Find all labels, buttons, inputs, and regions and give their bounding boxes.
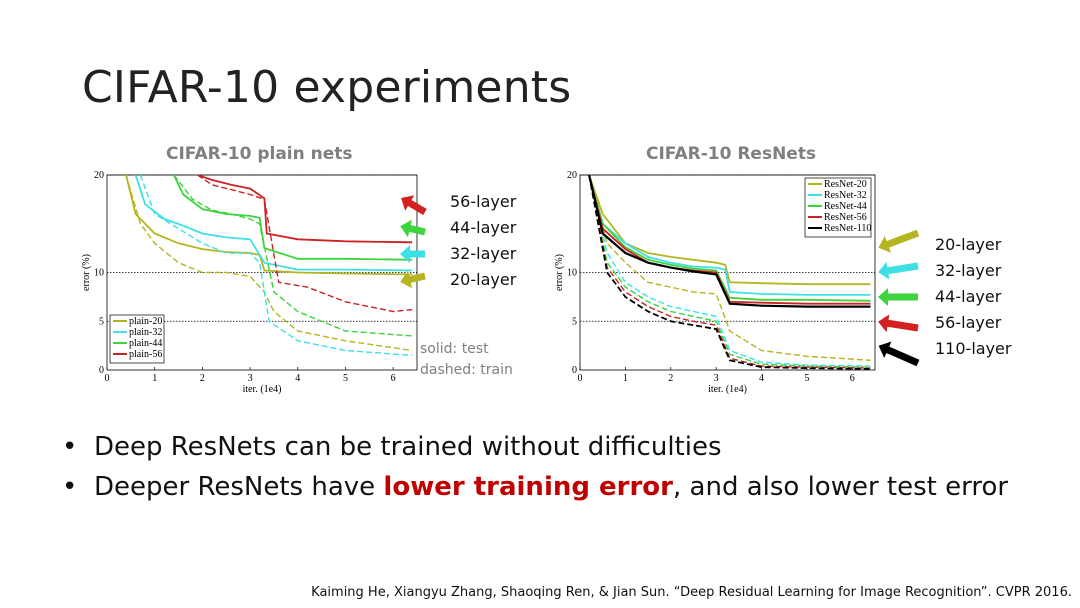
annotation-arrow-head — [878, 235, 892, 253]
bullet-dot-icon: • — [62, 432, 78, 462]
annotation-arrow-shaft — [407, 224, 426, 236]
chart-plain-nets: 0 1 2 3 4 5 6 0 5 10 20 iter. (1e4) error (%) plain-2… — [81, 170, 517, 395]
x-tick-label: 3 — [714, 373, 719, 384]
annotation-label: 20-layer — [450, 270, 517, 289]
bullet-list: • Deep ResNets can be trained without dif… — [62, 432, 1008, 512]
bullet-text-1: Deep ResNets can be trained without diff… — [94, 432, 722, 462]
series-line-test-plain-56 — [197, 175, 413, 244]
annotation-arrow-shaft — [406, 198, 427, 216]
x-axis-label: iter. (1e4) — [243, 384, 282, 395]
y-axis-label: error (%) — [81, 254, 92, 291]
series-line-test-ResNet-32 — [588, 175, 871, 296]
series-line-train-ResNet-32 — [588, 175, 871, 367]
x-tick-label: 5 — [343, 373, 348, 384]
series-line-train-ResNet-56 — [588, 175, 871, 369]
legend-label: ResNet-32 — [824, 190, 867, 201]
legend-label: plain-20 — [129, 316, 162, 327]
y-tick-label: 20 — [567, 170, 577, 181]
series-line-test-plain-32 — [134, 175, 413, 272]
series-group — [588, 175, 871, 370]
x-tick-label: 1 — [623, 373, 628, 384]
x-tick-label: 2 — [200, 373, 205, 384]
legend-label: plain-56 — [129, 349, 162, 360]
y-tick-label: 20 — [94, 170, 104, 181]
annotation-arrow-shaft — [885, 262, 919, 275]
series-line-train-ResNet-20 — [588, 175, 871, 361]
y-tick-label: 10 — [94, 268, 104, 279]
x-tick-label: 5 — [804, 373, 809, 384]
y-tick-label: 0 — [572, 365, 577, 376]
x-tick-label: 6 — [391, 373, 396, 384]
bullet-item-1: • Deep ResNets can be trained without dif… — [62, 432, 1008, 472]
bullet-text-2b: , and also lower test error — [673, 472, 1009, 502]
legend-label: ResNet-44 — [824, 201, 867, 212]
legend-label: ResNet-56 — [824, 212, 867, 223]
annotation-label: 44-layer — [450, 218, 517, 237]
x-tick-label: 4 — [759, 373, 764, 384]
series-line-test-ResNet-20 — [588, 175, 871, 286]
annotation-arrow-shaft — [884, 229, 920, 249]
series-line-train-ResNet-44 — [588, 175, 871, 368]
x-axis-label: iter. (1e4) — [708, 384, 747, 395]
slide-title: CIFAR-10 experiments — [82, 62, 572, 113]
x-tick-label: 2 — [668, 373, 673, 384]
y-tick-label: 0 — [99, 365, 104, 376]
note-dashed-train: dashed: train — [420, 362, 513, 378]
annotation-arrow-head — [400, 219, 413, 238]
x-tick-label: 3 — [248, 373, 253, 384]
note-solid-test: solid: test — [420, 341, 489, 357]
bullet-dot-icon: • — [62, 472, 78, 502]
annotation-label: 56-layer — [935, 313, 1002, 332]
citation: Kaiming He, Xiangyu Zhang, Shaoqing Ren,… — [311, 585, 1072, 600]
annotation-arrow-shaft — [884, 345, 920, 367]
annotation-arrow-shaft — [885, 319, 919, 332]
legend-label: ResNet-110 — [824, 223, 871, 234]
chart-resnets: 0 1 2 3 4 5 6 0 5 10 20 iter. (1e4) error (%) ResNet-… — [554, 170, 1012, 395]
annotation-label: 20-layer — [935, 235, 1002, 254]
y-tick-label: 5 — [572, 316, 577, 327]
chart-title-resnet: CIFAR-10 ResNets — [646, 144, 817, 164]
annotation-arrow-head — [878, 341, 892, 359]
annotation-arrow-head — [878, 261, 890, 280]
y-axis-label: error (%) — [554, 254, 565, 291]
bullet-text-2a: Deeper ResNets have — [94, 472, 384, 502]
x-tick-label: 0 — [105, 373, 110, 384]
series-group — [125, 175, 413, 357]
series-line-train-plain-20 — [125, 175, 413, 352]
annotation-label: 110-layer — [935, 339, 1012, 358]
series-line-test-ResNet-110 — [588, 175, 871, 308]
series-line-train-ResNet-110 — [588, 175, 871, 370]
series-line-train-plain-44 — [173, 175, 413, 337]
legend-label: ResNet-20 — [824, 179, 867, 190]
x-tick-label: 6 — [850, 373, 855, 384]
chart-title-plain: CIFAR-10 plain nets — [166, 144, 353, 164]
annotation-label: 32-layer — [935, 261, 1002, 280]
annotation-arrow-head — [878, 288, 888, 306]
annotation-label: 44-layer — [935, 287, 1002, 306]
x-tick-label: 0 — [578, 373, 583, 384]
annotation-arrow-head — [401, 195, 415, 211]
annotation-label: 32-layer — [450, 244, 517, 263]
y-tick-label: 5 — [99, 316, 104, 327]
annotation-arrow-head — [878, 314, 890, 333]
legend-label: plain-44 — [129, 338, 162, 349]
bullet-highlight: lower training error — [383, 472, 673, 502]
series-line-test-plain-44 — [172, 175, 413, 261]
x-tick-label: 4 — [295, 373, 300, 384]
annotation-arrow-shaft — [407, 272, 426, 284]
annotation-arrow-head — [400, 270, 413, 289]
x-tick-label: 1 — [152, 373, 157, 384]
annotation-arrow-head — [400, 245, 410, 263]
series-line-train-plain-56 — [197, 175, 413, 313]
series-line-test-ResNet-44 — [588, 175, 871, 302]
series-line-train-plain-32 — [139, 175, 413, 357]
legend-label: plain-32 — [129, 327, 162, 338]
y-tick-label: 10 — [567, 268, 577, 279]
bullet-item-2: • Deeper ResNets have lower training erro… — [62, 472, 1008, 512]
annotation-label: 56-layer — [450, 192, 517, 211]
